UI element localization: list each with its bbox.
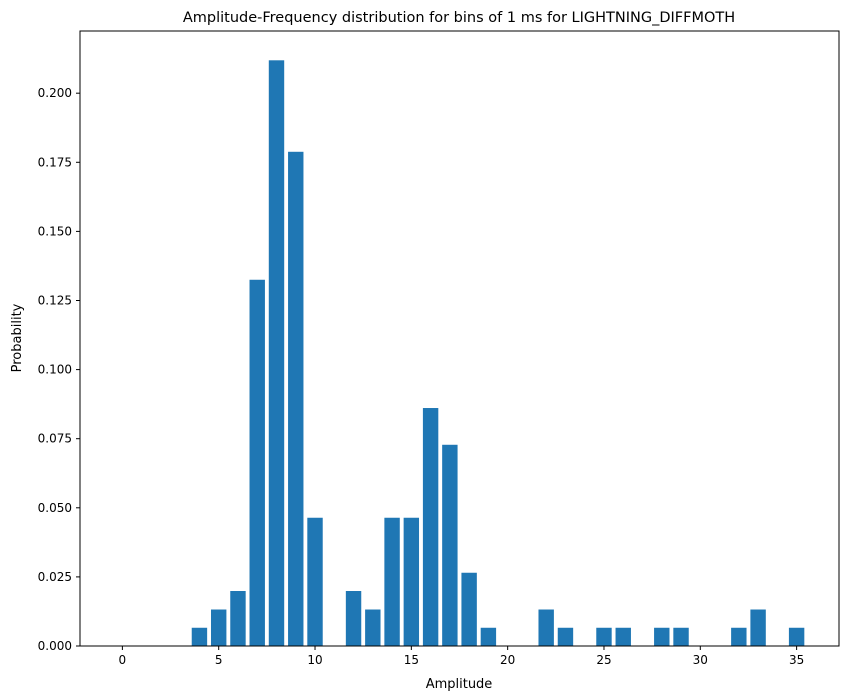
bars-group — [191, 60, 805, 647]
bar-amplitude-23 — [557, 627, 574, 646]
x-axis-label: Amplitude — [426, 677, 493, 692]
bar-amplitude-16 — [422, 408, 439, 646]
bar-amplitude-15 — [403, 517, 420, 646]
y-tick-label: 0.175 — [38, 155, 72, 169]
y-tick-label: 0.025 — [38, 570, 72, 584]
bar-amplitude-19 — [480, 627, 497, 646]
bar-amplitude-7 — [249, 279, 265, 646]
bar-amplitude-4 — [191, 627, 208, 646]
y-axis-label: Probability — [10, 303, 25, 372]
bar-amplitude-28 — [654, 627, 670, 646]
bar-amplitude-6 — [230, 591, 246, 646]
x-tick-label: 30 — [693, 653, 708, 667]
x-tick-label: 0 — [119, 653, 127, 667]
y-tick-label: 0.100 — [38, 363, 72, 377]
x-tick-label: 25 — [596, 653, 611, 667]
x-tick-label: 5 — [215, 653, 223, 667]
y-tick-label: 0.000 — [38, 639, 72, 653]
plot-frame — [79, 30, 840, 647]
x-tick-label: 15 — [404, 653, 419, 667]
bar-amplitude-14 — [384, 517, 400, 646]
x-tick-label: 10 — [307, 653, 322, 667]
y-tick-label: 0.050 — [38, 501, 72, 515]
bar-amplitude-18 — [461, 572, 477, 646]
bar-amplitude-25 — [596, 627, 612, 646]
x-axis-ticks: 0 5 10 15 20 25 30 35 — [119, 646, 804, 667]
bar-amplitude-9 — [288, 151, 304, 647]
bar-amplitude-12 — [345, 591, 362, 646]
y-tick-label: 0.125 — [38, 293, 72, 307]
y-tick-label: 0.075 — [38, 432, 72, 446]
bar-amplitude-22 — [538, 609, 554, 646]
x-tick-label: 35 — [789, 653, 804, 667]
bar-amplitude-33 — [750, 609, 766, 646]
y-tick-label: 0.200 — [38, 86, 72, 100]
chart-title: Amplitude-Frequency distribution for bin… — [183, 10, 735, 26]
bar-amplitude-13 — [365, 609, 381, 646]
bar-amplitude-32 — [731, 627, 747, 646]
bar-amplitude-17 — [442, 444, 458, 646]
bar-amplitude-26 — [615, 627, 631, 646]
bar-amplitude-5 — [210, 609, 227, 646]
bar-amplitude-29 — [673, 627, 689, 646]
x-tick-label: 20 — [500, 653, 515, 667]
y-axis-ticks: 0.000 0.025 0.050 0.075 0.100 0.125 0.150 0.175… — [38, 86, 80, 653]
bar-amplitude-8 — [268, 60, 285, 647]
bar-amplitude-35 — [788, 627, 805, 646]
y-tick-label: 0.150 — [38, 224, 72, 238]
bar-amplitude-10 — [307, 517, 323, 646]
